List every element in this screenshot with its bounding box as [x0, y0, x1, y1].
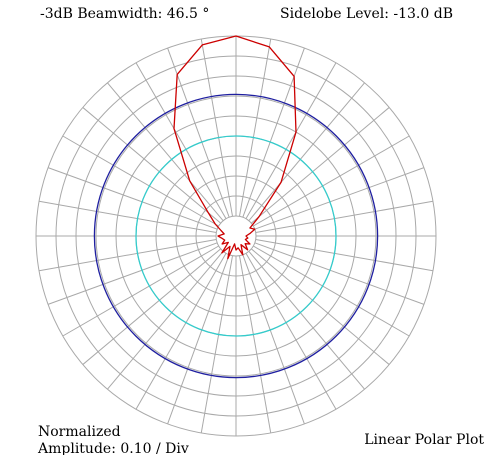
grid-spoke — [245, 62, 337, 219]
grid-spoke — [250, 248, 390, 365]
reference-ring — [93, 93, 379, 379]
amplitude-line-1: Normalized — [38, 424, 121, 440]
reference-rings — [93, 93, 379, 379]
grid-spoke — [254, 167, 425, 230]
grid-spoke — [253, 245, 410, 337]
amplitude-scale-label: Normalized Amplitude: 0.10 / Div — [38, 424, 189, 455]
grid-spoke — [245, 253, 337, 410]
grid-spoke — [82, 107, 222, 224]
grid-spoke — [242, 254, 305, 425]
grid-spoke — [200, 255, 234, 434]
grid-spoke — [38, 238, 217, 272]
grid-spoke — [47, 242, 218, 305]
grid-spoke — [62, 135, 219, 227]
grid-spoke — [238, 38, 272, 217]
grid-spoke — [167, 47, 230, 218]
plot-type-label: Linear Polar Plot — [364, 432, 484, 448]
grid-spoke — [250, 107, 390, 224]
grid-spoke — [255, 238, 434, 272]
grid-spoke — [107, 250, 224, 390]
pattern-curve — [173, 35, 297, 260]
grid-spoke — [107, 82, 224, 222]
grid-spoke — [135, 253, 227, 410]
amplitude-line-2: Amplitude: 0.10 / Div — [38, 441, 189, 455]
grid-spoke — [248, 250, 365, 390]
sidelobe-level-label: Sidelobe Level: -13.0 dB — [280, 6, 453, 22]
grid-spoke — [82, 248, 222, 365]
reference-ring — [135, 135, 337, 337]
grid-spoke — [38, 200, 217, 234]
grid-spoke — [47, 167, 218, 230]
grid-spoke — [238, 255, 272, 434]
grid-spoke — [253, 135, 410, 227]
beamwidth-label: -3dB Beamwidth: 46.5 ° — [40, 6, 210, 22]
grid-spoke — [255, 200, 434, 234]
grid-spoke — [62, 245, 219, 337]
grid-spoke — [135, 62, 227, 219]
pattern-series — [173, 35, 297, 260]
grid-spoke — [200, 38, 234, 217]
grid-spoke — [248, 82, 365, 222]
polar-grid — [35, 35, 437, 437]
grid-spoke — [167, 254, 230, 425]
grid-spoke — [254, 242, 425, 305]
